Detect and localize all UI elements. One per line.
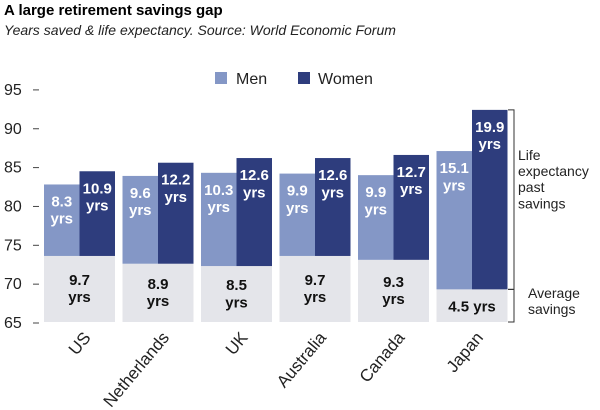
legend-swatch-women <box>298 72 310 84</box>
savings-label: 8.9 yrs <box>147 276 170 310</box>
life-expectancy-bracket <box>508 109 515 290</box>
men-bar-label: 15.1 yrs <box>440 160 469 194</box>
savings-label: 4.5 yrs <box>448 299 496 316</box>
savings-label: 8.5 yrs <box>225 277 248 311</box>
men-bar-label: 10.3 yrs <box>204 182 233 216</box>
women-bar-label: 12.7 yrs <box>397 164 426 198</box>
life-expectancy-annotation: Life expectancy past savings <box>518 147 589 211</box>
men-bar <box>279 173 315 256</box>
women-bar-label: 12.6 yrs <box>318 167 347 201</box>
y-tick-label: 90 <box>4 121 22 138</box>
women-bar <box>158 162 194 264</box>
men-bar-label: 9.9 yrs <box>364 184 387 218</box>
men-bar-label: 9.9 yrs <box>286 183 309 217</box>
legend-swatch-men <box>215 72 227 84</box>
men-bar <box>201 172 237 267</box>
savings-bar <box>201 266 272 322</box>
y-tick-label: 75 <box>4 237 22 254</box>
men-bar <box>122 175 158 264</box>
men-bar-label: 8.3 yrs <box>50 193 73 227</box>
savings-bar <box>44 255 115 322</box>
chart-title: A large retirement savings gap <box>4 2 223 19</box>
women-bar-label: 19.9 yrs <box>475 119 504 153</box>
women-bar-label: 10.9 yrs <box>83 180 112 214</box>
category-label: Japan <box>443 328 487 376</box>
women-bar-label: 12.2 yrs <box>161 172 190 206</box>
y-tick-label: 70 <box>4 276 22 293</box>
category-label: US <box>65 328 95 358</box>
savings-label: 9.7 yrs <box>68 272 91 306</box>
y-tick-label: 80 <box>4 198 22 215</box>
chart-subtitle: Years saved & life expectancy. Source: W… <box>4 22 396 38</box>
savings-bar <box>279 255 351 322</box>
women-bar <box>236 158 272 267</box>
men-bar <box>358 175 394 260</box>
category-label: Australia <box>273 328 330 391</box>
category-label: Netherlands <box>100 328 173 410</box>
savings-label: 9.7 yrs <box>304 272 327 306</box>
women-bar <box>393 154 429 260</box>
y-tick-label: 85 <box>4 160 22 177</box>
legend-label-men: Men <box>236 71 267 88</box>
category-label: Canada <box>356 328 409 386</box>
y-tick-label: 95 <box>4 82 22 99</box>
savings-label: 9.3 yrs <box>382 274 405 308</box>
men-bar <box>436 151 472 290</box>
category-label: UK <box>222 328 252 359</box>
legend-label-women: Women <box>318 71 373 88</box>
women-bar <box>315 158 351 256</box>
savings-bracket <box>508 288 515 323</box>
savings-bar <box>122 263 194 322</box>
y-tick-label: 65 <box>4 315 22 332</box>
men-bar-label: 9.6 yrs <box>129 185 152 219</box>
women-bar <box>472 109 508 290</box>
women-bar <box>79 171 115 256</box>
savings-annotation: Average savings <box>528 285 580 317</box>
savings-bar <box>358 259 429 322</box>
savings-bar <box>436 289 508 322</box>
women-bar-label: 12.6 yrs <box>240 167 269 201</box>
men-bar <box>44 184 80 256</box>
